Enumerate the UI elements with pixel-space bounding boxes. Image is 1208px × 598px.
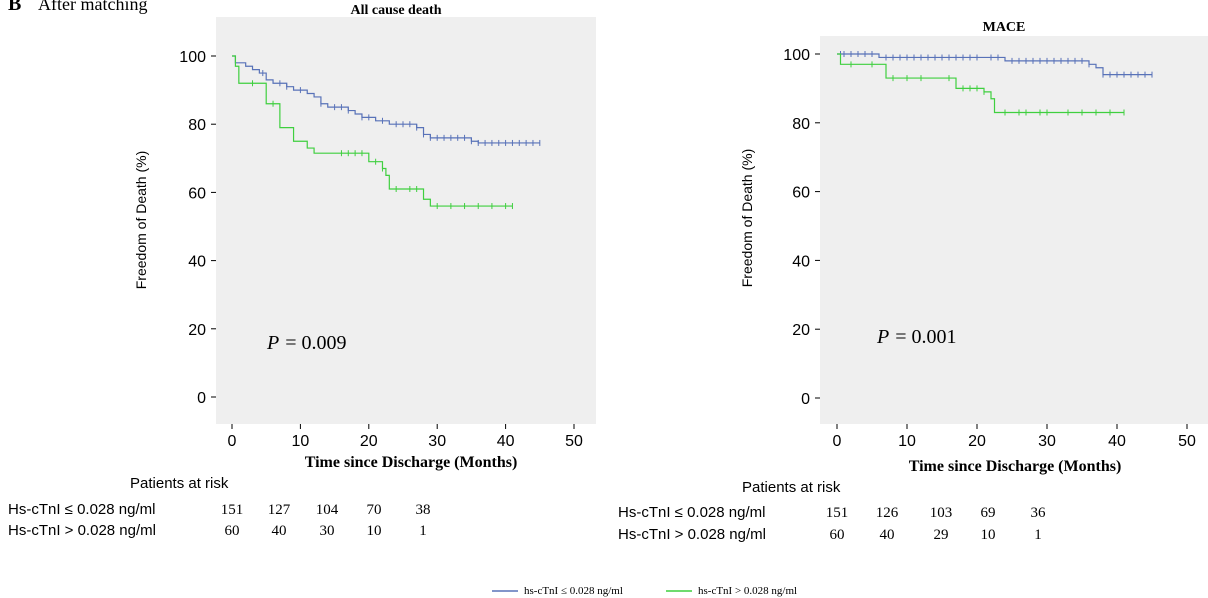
chart-title: All cause death (351, 3, 442, 18)
y-tick-label: 100 (783, 47, 810, 64)
survival-curve-low (232, 55, 540, 144)
risk-row-label: Hs-cTnI > 0.028 ng/ml (618, 526, 766, 543)
y-tick-label: 60 (792, 185, 810, 202)
x-tick-label: 20 (968, 433, 986, 450)
y-axis-label: Freedom of Death (%) (739, 149, 755, 288)
panel-subtitle: After matching (38, 0, 147, 14)
plot-area (216, 17, 596, 424)
x-tick-label: 0 (833, 433, 842, 450)
y-tick-label: 0 (197, 390, 206, 407)
risk-row-label: Hs-cTnI ≤ 0.028 ng/ml (618, 504, 765, 521)
y-tick-label: 80 (188, 117, 206, 134)
risk-row-label: Hs-cTnI ≤ 0.028 ng/ml (8, 501, 155, 518)
risk-count: 40 (272, 523, 287, 539)
risk-count: 151 (826, 505, 849, 521)
risk-count: 30 (320, 523, 335, 539)
risk-count: 38 (416, 502, 431, 518)
p-symbol: P (266, 332, 279, 354)
risk-count: 29 (934, 527, 949, 543)
x-tick-label: 20 (360, 433, 378, 450)
risk-count: 151 (221, 502, 244, 518)
risk-count: 10 (981, 527, 996, 543)
chart-title: MACE (983, 20, 1026, 35)
risk-count: 60 (830, 527, 845, 543)
x-tick-label: 50 (1178, 433, 1196, 450)
p-symbol: P (876, 326, 889, 348)
x-tick-label: 50 (565, 433, 583, 450)
legend-label-low: hs-cTnI ≤ 0.028 ng/ml (524, 585, 623, 597)
x-axis-label: Time since Discharge (Months) (305, 454, 518, 471)
legend-label-high: hs-cTnI > 0.028 ng/ml (698, 585, 797, 597)
y-axis-label: Freedom of Death (%) (133, 151, 149, 290)
x-tick-label: 40 (497, 433, 515, 450)
risk-table-title: Patients at risk (742, 479, 841, 496)
risk-table-title: Patients at risk (130, 475, 229, 492)
x-axis-label: Time since Discharge (Months) (909, 458, 1122, 475)
y-tick-label: 60 (188, 185, 206, 202)
chart-panel-mace: MACE 0 20 40 60 80 100 0 10 20 30 40 50 Time since … (618, 20, 1208, 543)
p-value: = 0.001 (895, 326, 956, 348)
x-tick-label: 10 (292, 433, 310, 450)
risk-count: 126 (876, 505, 899, 521)
x-tick-label: 10 (898, 433, 916, 450)
risk-count: 127 (268, 502, 291, 518)
x-tick-label: 30 (428, 433, 446, 450)
y-tick-label: 100 (179, 49, 206, 66)
panel-label: B (8, 0, 21, 15)
plot-area (820, 36, 1208, 424)
p-value-label: P = 0.009 (266, 332, 347, 354)
x-tick-label: 30 (1038, 433, 1056, 450)
x-tick-label: 40 (1108, 433, 1126, 450)
legend: hs-cTnI ≤ 0.028 ng/ml hs-cTnI > 0.028 ng… (492, 585, 797, 597)
risk-count: 69 (981, 505, 996, 521)
y-tick-label: 0 (801, 391, 810, 408)
y-tick-label: 40 (792, 253, 810, 270)
risk-count: 40 (880, 527, 895, 543)
risk-count: 60 (225, 523, 240, 539)
risk-row-label: Hs-cTnI > 0.028 ng/ml (8, 522, 156, 539)
y-tick-label: 20 (792, 322, 810, 339)
risk-count: 70 (367, 502, 382, 518)
risk-count: 104 (316, 502, 339, 518)
y-tick-label: 40 (188, 254, 206, 271)
risk-count: 1 (419, 523, 427, 539)
risk-count: 36 (1031, 505, 1047, 521)
y-tick-label: 80 (792, 116, 810, 133)
p-value: = 0.009 (285, 332, 346, 354)
risk-count: 10 (367, 523, 382, 539)
risk-count: 1 (1034, 527, 1042, 543)
p-value-label: P = 0.001 (876, 326, 957, 348)
y-tick-label: 20 (188, 322, 206, 339)
risk-count: 103 (930, 505, 953, 521)
x-tick-label: 0 (228, 433, 237, 450)
